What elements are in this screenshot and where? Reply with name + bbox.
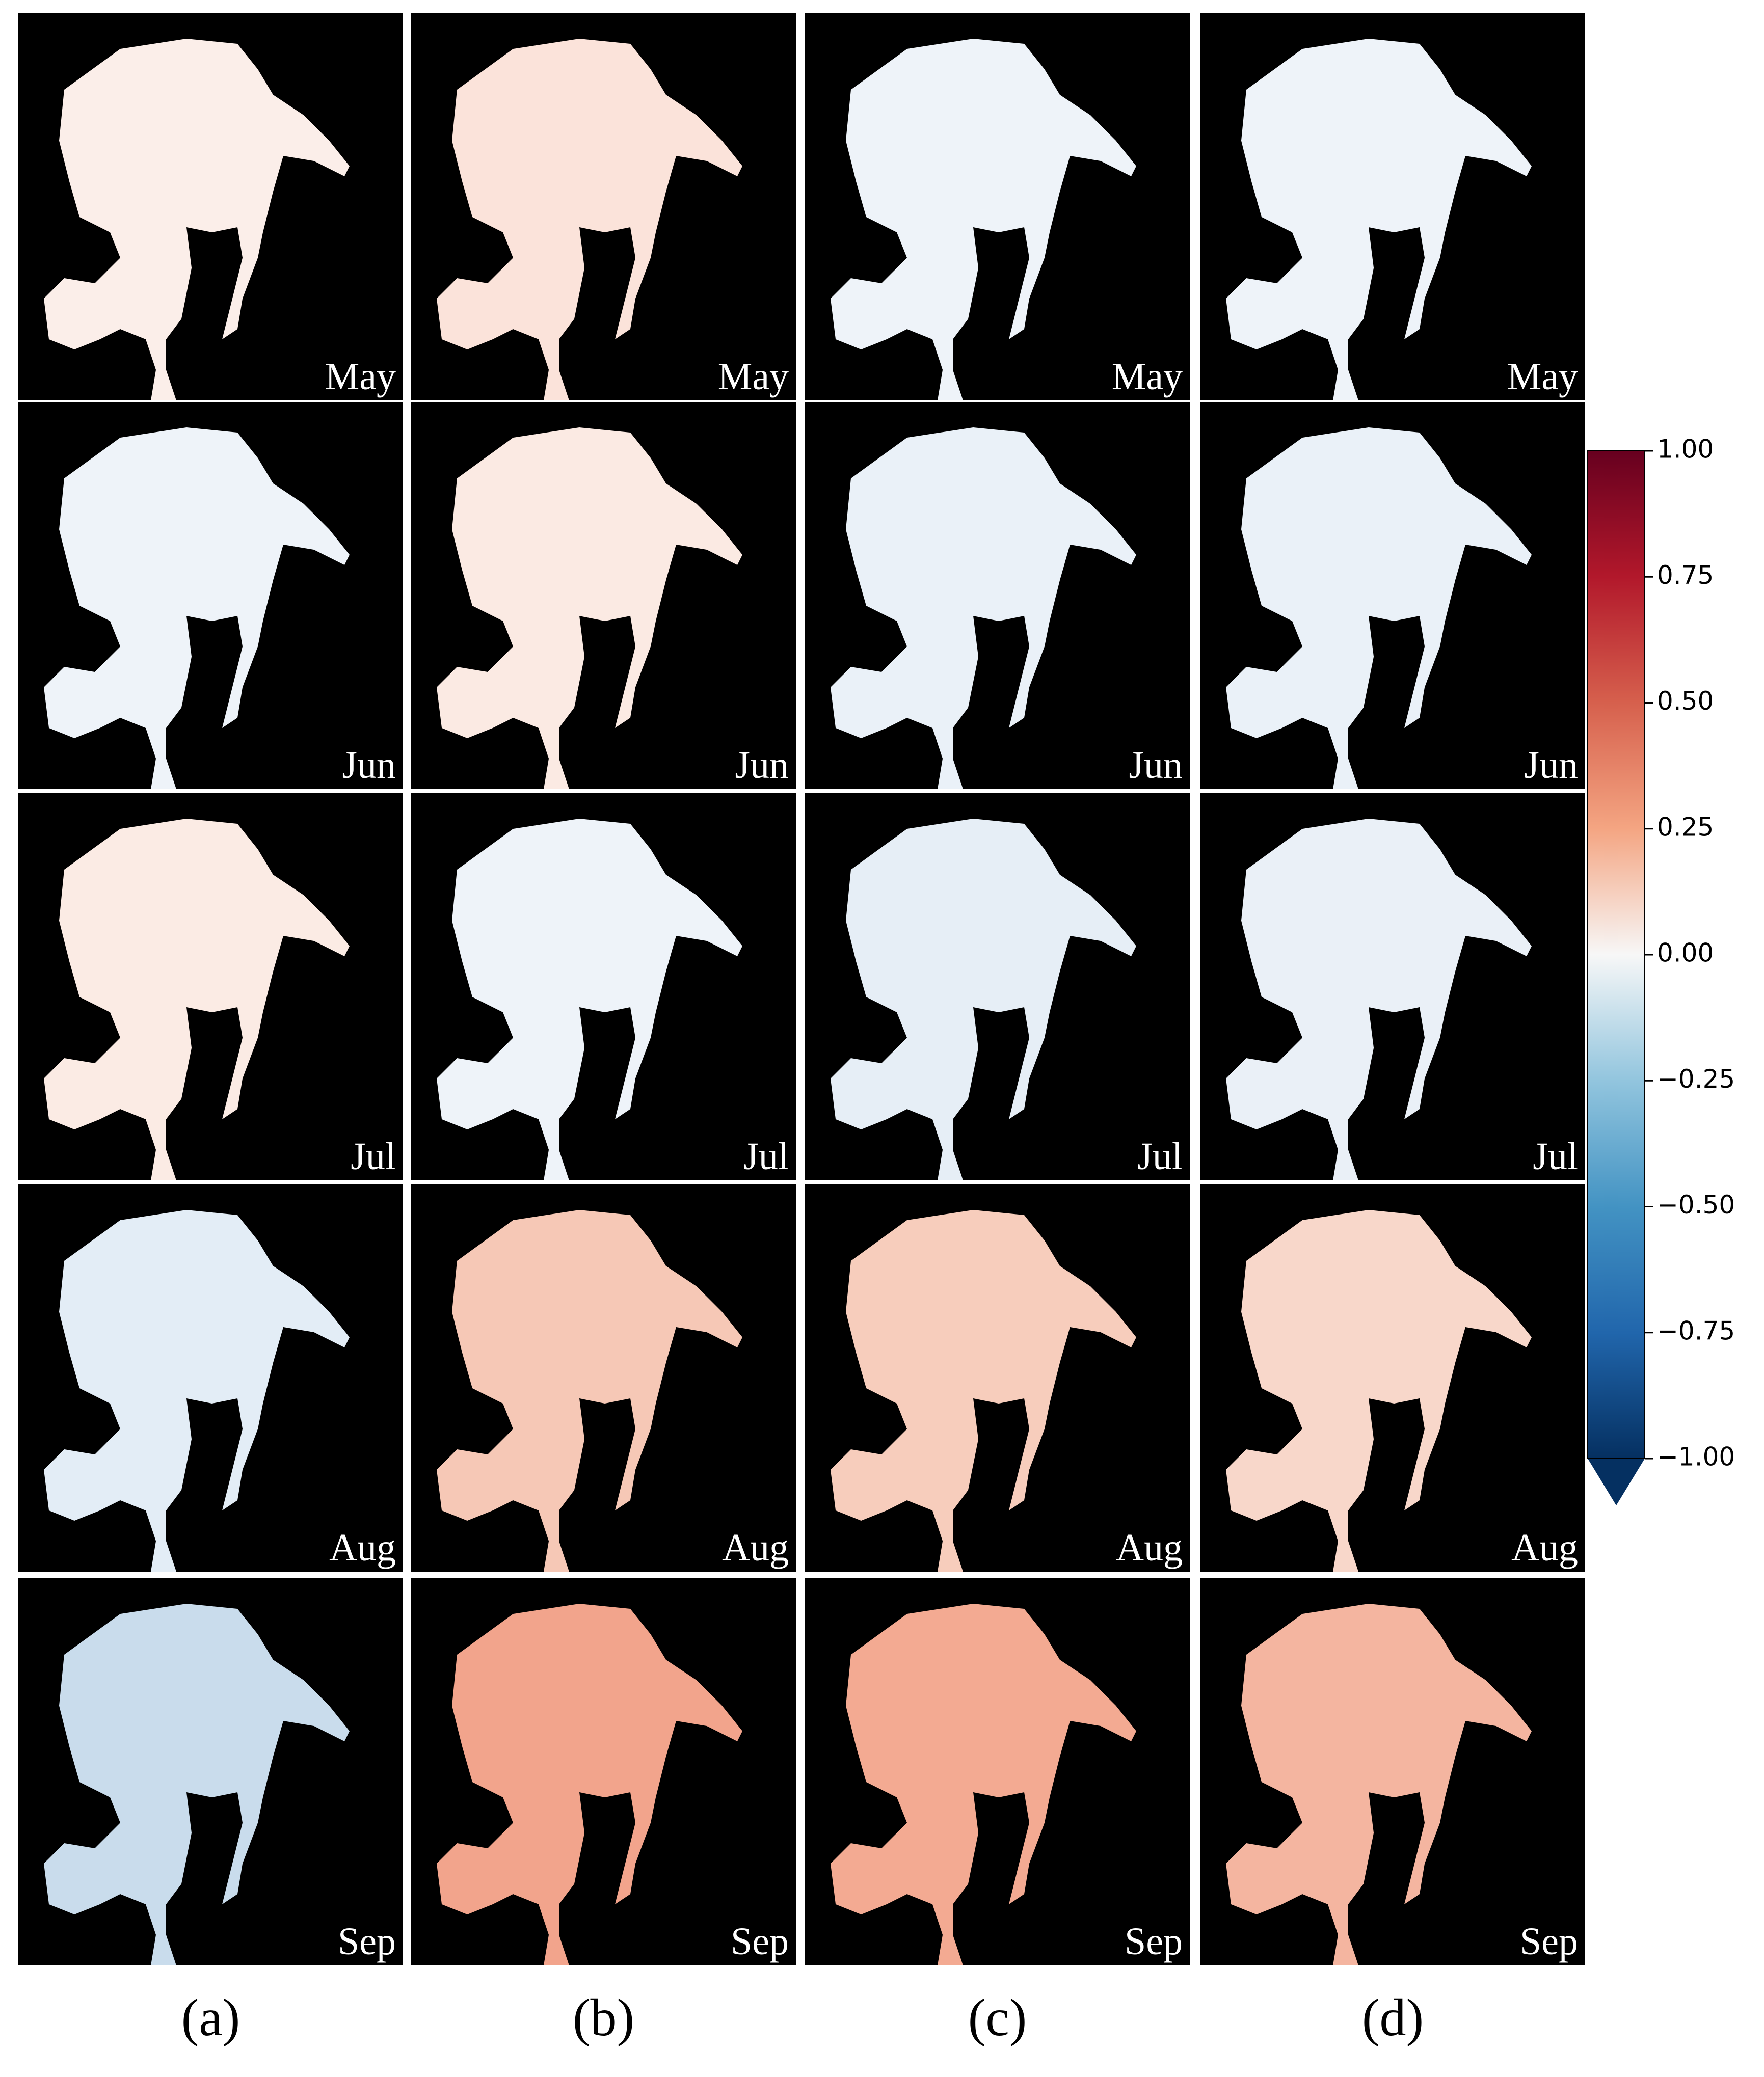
month-label: May bbox=[325, 355, 396, 398]
map-panel: Sep bbox=[805, 1578, 1190, 1965]
month-label: May bbox=[1507, 355, 1578, 398]
map-panel: Jun bbox=[18, 402, 403, 789]
month-label: May bbox=[1112, 355, 1183, 398]
colorbar-tick-label: 0.75 bbox=[1657, 560, 1714, 590]
colorbar-extension bbox=[1588, 1459, 1645, 1505]
month-label: Sep bbox=[1125, 1920, 1183, 1963]
map-panel: Sep bbox=[411, 1578, 796, 1965]
colorbar-tick-label: −1.00 bbox=[1657, 1442, 1735, 1472]
colorbar-tick-label: 1.00 bbox=[1657, 435, 1714, 464]
month-label: Aug bbox=[329, 1526, 396, 1569]
colorbar-tick-label: −0.25 bbox=[1657, 1064, 1735, 1094]
month-label: Sep bbox=[731, 1920, 789, 1963]
colorbar-tick-label: −0.75 bbox=[1657, 1316, 1735, 1345]
month-label: Jun bbox=[1129, 744, 1183, 787]
month-label: Aug bbox=[722, 1526, 789, 1569]
colorbar bbox=[1587, 450, 1645, 1459]
panel-label: (d) bbox=[1362, 1988, 1424, 2047]
colorbar-tick-label: 0.25 bbox=[1657, 812, 1714, 842]
month-label: May bbox=[718, 355, 789, 398]
map-panel: Jul bbox=[805, 793, 1190, 1180]
colorbar-tick-label: 0.00 bbox=[1657, 938, 1714, 968]
map-panel: May bbox=[1200, 13, 1585, 400]
map-panel: May bbox=[411, 13, 796, 400]
map-panel: May bbox=[18, 13, 403, 400]
map-panel: Aug bbox=[18, 1184, 403, 1572]
map-panel: Sep bbox=[18, 1578, 403, 1965]
month-label: Aug bbox=[1116, 1526, 1183, 1569]
map-panel: May bbox=[805, 13, 1190, 400]
colorbar-tick-label: −0.50 bbox=[1657, 1190, 1735, 1220]
map-panel: Aug bbox=[411, 1184, 796, 1572]
panel-label: (a) bbox=[181, 1988, 240, 2047]
map-panel: Sep bbox=[1200, 1578, 1585, 1965]
month-label: Jul bbox=[1137, 1135, 1183, 1178]
map-panel: Jul bbox=[18, 793, 403, 1180]
month-label: Jun bbox=[735, 744, 789, 787]
map-panel: Jul bbox=[411, 793, 796, 1180]
map-panel: Aug bbox=[805, 1184, 1190, 1572]
month-label: Jul bbox=[1533, 1135, 1578, 1178]
month-label: Sep bbox=[1520, 1920, 1578, 1963]
month-label: Jun bbox=[342, 744, 396, 787]
map-panel: Jun bbox=[805, 402, 1190, 789]
month-label: Jul bbox=[743, 1135, 789, 1178]
panel-label: (c) bbox=[968, 1988, 1027, 2047]
month-label: Aug bbox=[1511, 1526, 1578, 1569]
map-panel: Jun bbox=[411, 402, 796, 789]
map-panel: Jul bbox=[1200, 793, 1585, 1180]
map-panel: Aug bbox=[1200, 1184, 1585, 1572]
month-label: Sep bbox=[338, 1920, 396, 1963]
panel-label: (b) bbox=[573, 1988, 634, 2047]
month-label: Jul bbox=[351, 1135, 396, 1178]
month-label: Jun bbox=[1524, 744, 1578, 787]
map-panel: Jun bbox=[1200, 402, 1585, 789]
colorbar-tick-label: 0.50 bbox=[1657, 686, 1714, 716]
